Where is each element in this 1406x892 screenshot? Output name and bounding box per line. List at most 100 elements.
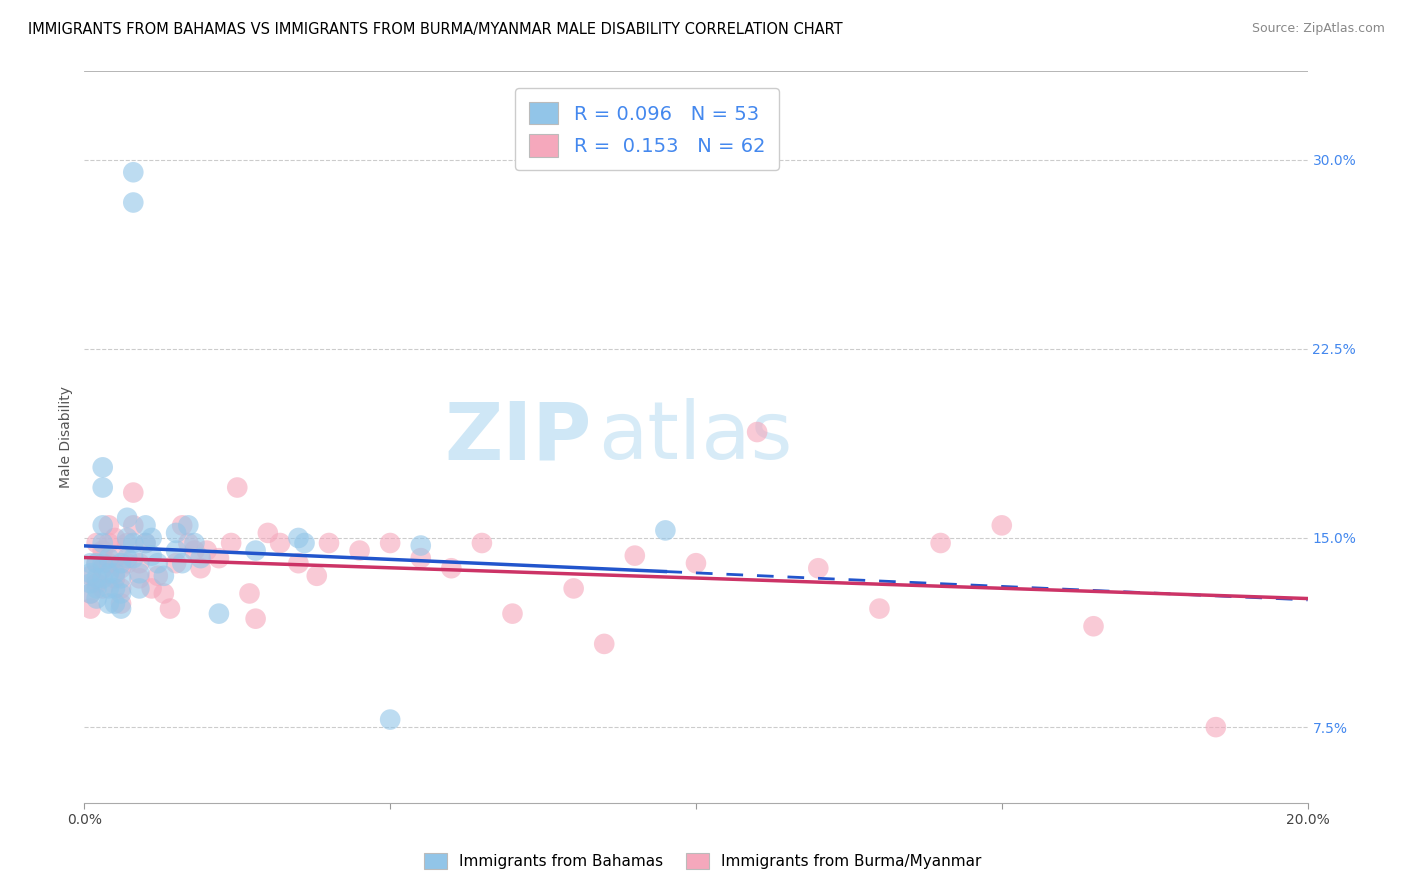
Point [190,551,212,566]
Point [153,586,176,600]
Point [86,556,108,570]
Point [110,556,132,570]
Point [1083,619,1105,633]
Point [165,525,187,540]
Point [79,569,101,583]
Point [122,518,145,533]
Point [287,531,309,545]
Point [128,582,150,596]
Point [135,518,157,533]
Point [86,556,108,570]
Point [97,597,120,611]
Point [183,536,205,550]
Point [97,582,120,596]
Point [172,518,194,533]
Point [190,561,212,575]
Point [685,556,707,570]
Point [79,566,101,581]
Point [128,566,150,581]
Point [122,165,145,179]
Point [991,518,1014,533]
Point [380,536,402,550]
Point [128,556,150,570]
Point [110,601,132,615]
Point [177,518,200,533]
Point [146,569,169,583]
Point [115,536,138,550]
Point [624,549,647,563]
Point [153,569,176,583]
Point [110,561,132,575]
Point [122,195,145,210]
Point [115,556,138,570]
Point [409,551,432,566]
Point [110,586,132,600]
Point [91,460,114,475]
Point [318,536,340,550]
Point [562,582,585,596]
Point [104,566,127,581]
Point [115,551,138,566]
Point [91,481,114,495]
Point [1205,720,1227,734]
Point [91,518,114,533]
Point [195,543,218,558]
Point [440,561,463,575]
Point [97,518,120,533]
Point [654,524,676,538]
Legend: Immigrants from Bahamas, Immigrants from Burma/Myanmar: Immigrants from Bahamas, Immigrants from… [418,847,988,875]
Point [91,536,114,550]
Point [104,531,127,545]
Point [159,601,181,615]
Point [869,601,891,615]
Text: IMMIGRANTS FROM BAHAMAS VS IMMIGRANTS FROM BURMA/MYANMAR MALE DISABILITY CORRELA: IMMIGRANTS FROM BAHAMAS VS IMMIGRANTS FR… [28,22,842,37]
Point [146,556,169,570]
Point [104,551,127,566]
Point [86,536,108,550]
Point [91,556,114,570]
Point [91,582,114,596]
Point [79,586,101,600]
Point [122,536,145,550]
Point [502,607,524,621]
Point [238,586,260,600]
Point [115,531,138,545]
Text: ZIP: ZIP [444,398,592,476]
Point [91,571,114,585]
Point [79,586,101,600]
Y-axis label: Male Disability: Male Disability [59,386,73,488]
Point [183,543,205,558]
Point [86,582,108,596]
Point [141,531,163,545]
Point [86,591,108,606]
Point [97,551,120,566]
Point [471,536,494,550]
Point [305,569,328,583]
Point [110,597,132,611]
Point [91,561,114,575]
Point [86,571,108,585]
Point [172,556,194,570]
Point [807,561,830,575]
Text: atlas: atlas [598,398,793,476]
Point [747,425,769,439]
Point [226,481,249,495]
Point [208,607,231,621]
Point [380,713,402,727]
Point [79,601,101,615]
Point [245,612,267,626]
Point [104,582,127,596]
Point [165,556,187,570]
Point [97,566,120,581]
Point [79,556,101,570]
Point [97,536,120,550]
Point [294,536,316,550]
Point [122,551,145,566]
Point [110,582,132,596]
Text: Source: ZipAtlas.com: Source: ZipAtlas.com [1251,22,1385,36]
Point [97,556,120,570]
Point [287,556,309,570]
Point [135,536,157,550]
Point [245,543,267,558]
Point [593,637,616,651]
